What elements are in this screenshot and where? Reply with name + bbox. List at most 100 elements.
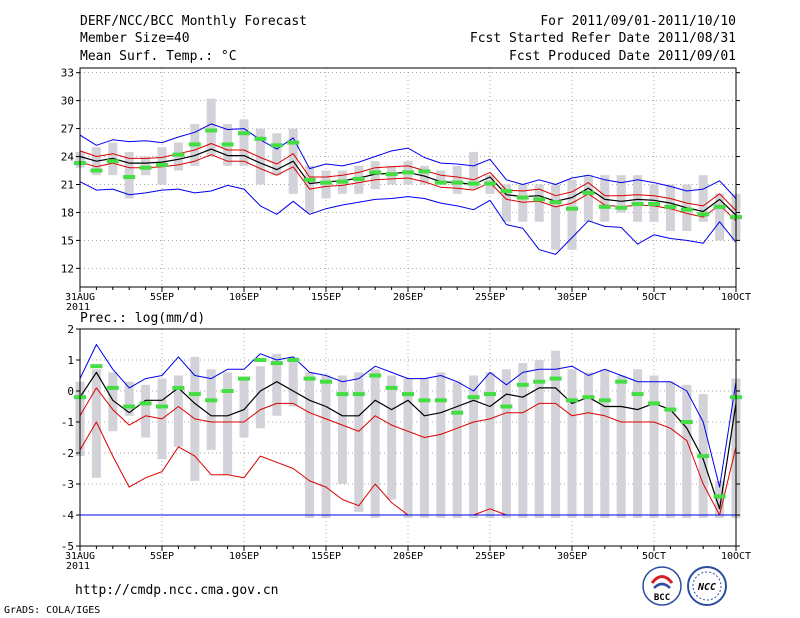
spread-box [436,170,446,185]
green-marker [156,162,168,167]
spread-box [272,353,282,416]
x-tick-label: 10OCT [721,551,751,562]
green-marker [287,358,300,362]
header-for-range: For 2011/09/01-2011/10/10 [540,14,736,29]
spread-box [534,360,544,519]
green-marker [484,392,496,397]
spread-box [534,184,544,222]
x-tick-label: 15SEP [311,292,341,303]
footer-grads: GrADS: COLA/IGES [4,605,100,616]
spread-box [583,372,593,519]
precip-title: Prec.: log(mm/d) [80,311,205,326]
spread-box [633,369,643,519]
green-marker [172,385,185,390]
spread-box [698,175,708,222]
series-red-upper [79,143,737,211]
green-marker [566,206,578,211]
y-tick-label: 12 [61,262,74,275]
green-marker [205,398,218,403]
green-marker [648,401,660,406]
series-mean [79,371,737,510]
spread-box [616,375,626,519]
x-tick-label: 25SEP [475,551,505,562]
header-fcst-started: Fcst Started Refer Date 2011/08/31 [470,31,736,46]
green-marker [713,494,726,499]
precipitation-panel: -5 -4 -3 -2 -1 0 1 2 31AUG 5SEP 10SEP 15SEP 20SEP 25S… [61,323,751,572]
spread-box [501,184,511,222]
green-marker [172,152,185,157]
spread-box [108,372,118,432]
green-marker [352,176,365,181]
green-marker [680,207,693,212]
green-marker [648,202,660,207]
green-marker [188,142,201,147]
spread-box [452,381,462,519]
spread-box [239,119,249,166]
spread-box [436,372,446,519]
spread-box [419,165,429,185]
green-marker [402,170,414,175]
green-marker [697,454,710,459]
spread-box [600,175,610,222]
green-marker [598,398,611,403]
spread-box [387,375,397,500]
spread-box [272,133,282,176]
y-tick-label: 2 [67,323,74,336]
spread-box [501,369,511,519]
spread-box [665,381,675,519]
green-marker [320,379,332,384]
green-marker [270,143,283,148]
y-tick-label: -5 [61,540,74,553]
green-marker [697,212,710,217]
spread-box [124,381,134,416]
green-marker [385,385,398,390]
green-marker [385,172,398,177]
spread-box [649,375,659,519]
green-marker [221,389,234,393]
x-tick-label: 10SEP [229,551,259,562]
spread-box [469,151,479,190]
spread-box [567,369,577,519]
y-tick-label: 24 [61,151,75,164]
spread-box [551,350,561,519]
green-marker [582,190,595,195]
x-tick-label: 5SEP [150,551,174,562]
footer-url: http://cmdp.ncc.cma.gov.cn [75,583,279,598]
green-marker [238,376,250,381]
x-tick-label: 10SEP [229,292,259,303]
green-marker [467,395,480,400]
spread-box [370,369,380,519]
green-marker [221,142,234,147]
spread-box [403,378,413,519]
spread-box [682,384,692,519]
spread-box [469,375,479,519]
green-marker [664,407,677,412]
spread-box [255,128,265,185]
spread-box [551,184,561,250]
spread-box [616,175,626,213]
x-tick-label: 31AUG [65,551,95,562]
green-marker [516,195,529,200]
x-year-label: 2011 [66,561,90,572]
green-marker [549,376,562,381]
green-marker [631,392,644,397]
bcc-logo: BCC [642,566,682,606]
header-title: DERF/NCC/BCC Monthly Forecast [80,14,307,29]
green-marker [303,177,316,182]
header-member-size: Member Size=40 [80,31,190,46]
spread-box [485,372,495,519]
green-marker [123,175,136,180]
y-tick-label: -4 [61,509,75,522]
y-tick-label: -3 [61,478,74,491]
green-marker [254,136,267,141]
green-marker [254,358,267,362]
y-tick-label: 21 [61,178,74,191]
y-tick-label: 33 [61,67,74,80]
green-marker [106,159,119,164]
green-marker [467,181,480,186]
x-tick-label: 5OCT [642,551,666,562]
spread-box [518,363,528,519]
spread-box [715,480,725,519]
green-marker [352,392,365,397]
